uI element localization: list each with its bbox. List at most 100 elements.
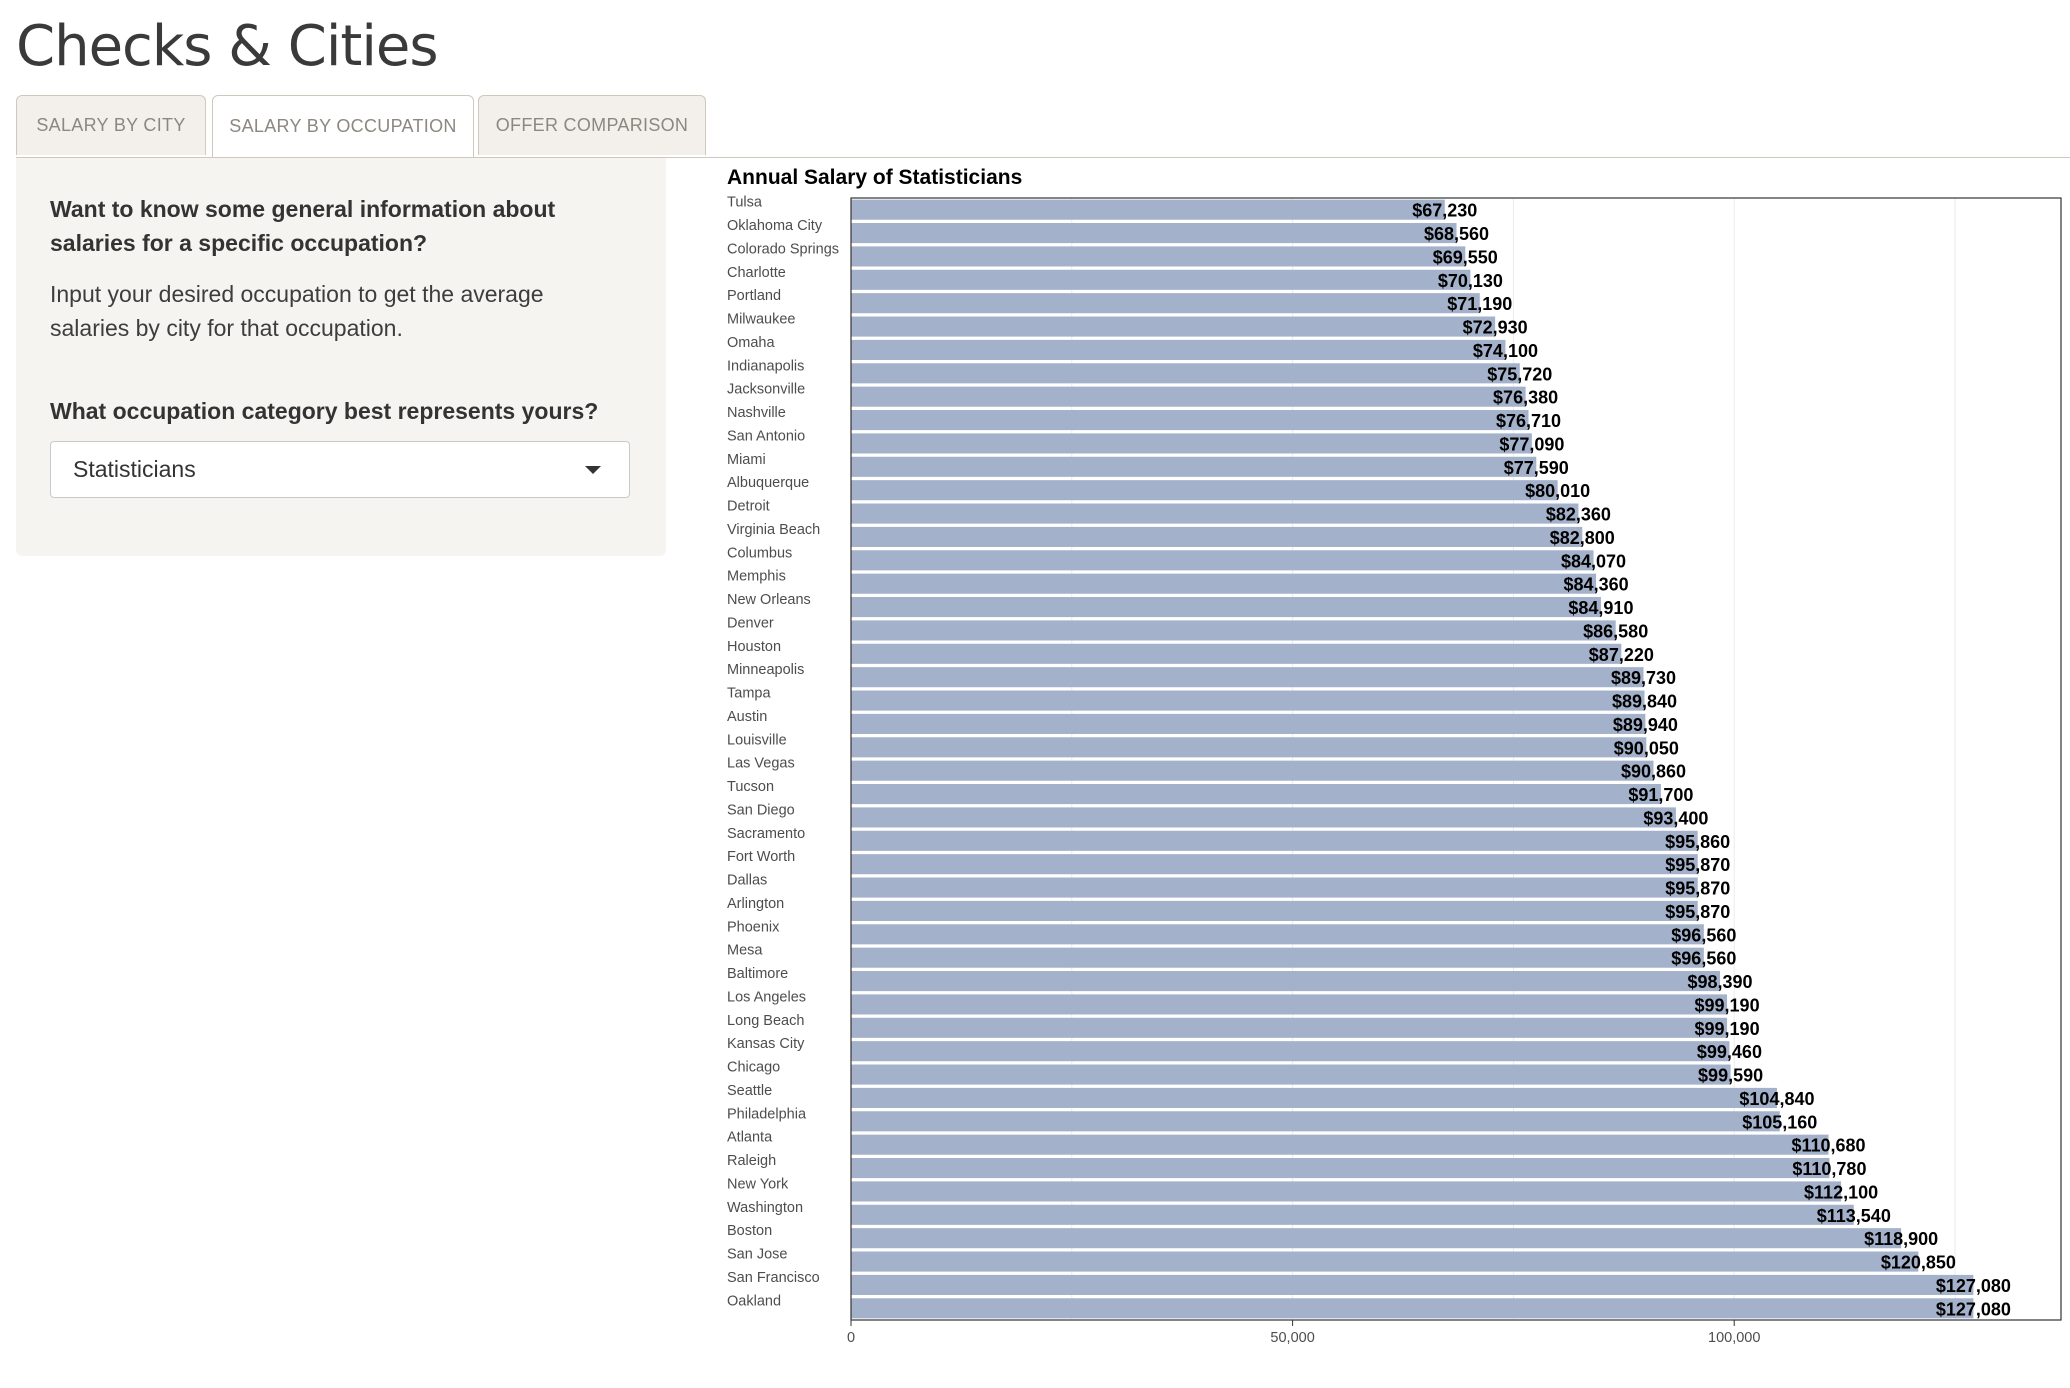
category-label: Washington (727, 1200, 803, 1216)
category-label: Houston (727, 639, 781, 655)
bar (851, 971, 1720, 992)
tab-salary-by-occupation[interactable]: SALARY BY OCCUPATION (212, 95, 474, 157)
category-label: Los Angeles (727, 989, 806, 1005)
category-label: Baltimore (727, 966, 788, 982)
bar-value-label: $84,070 (1561, 551, 1626, 571)
x-tick-label: 100,000 (1708, 1330, 1760, 1346)
chevron-down-icon (585, 466, 601, 474)
bar-value-label: $98,390 (1687, 972, 1752, 992)
bar (851, 760, 1654, 781)
bar (851, 293, 1480, 314)
category-label: Oklahoma City (727, 218, 823, 234)
category-label: Virginia Beach (727, 522, 820, 538)
bar-value-label: $77,090 (1499, 434, 1564, 454)
bar (851, 223, 1457, 244)
category-label: Arlington (727, 896, 784, 912)
category-label: Kansas City (727, 1036, 805, 1052)
category-label: Tucson (727, 779, 774, 795)
category-label: Indianapolis (727, 358, 804, 374)
bar-value-label: $76,380 (1493, 388, 1558, 408)
salary-chart: Annual Salary of Statisticians $67,230 $6… (720, 160, 2070, 1360)
category-label: Detroit (727, 499, 770, 515)
category-label: Minneapolis (727, 662, 804, 678)
bar-value-label: $89,840 (1612, 692, 1677, 712)
bar (851, 1181, 1842, 1202)
bar (851, 1228, 1902, 1249)
category-label: Memphis (727, 569, 786, 585)
bar-value-label: $95,860 (1665, 832, 1730, 852)
bar-value-label: $99,190 (1695, 1019, 1760, 1039)
bar (851, 550, 1594, 571)
bar-value-label: $127,080 (1936, 1299, 2011, 1319)
plot-border (850, 197, 2062, 1321)
bar-value-label: $89,940 (1613, 715, 1678, 735)
salary-chart-svg: Annual Salary of Statisticians $67,230 $6… (727, 166, 2062, 1346)
category-label: Omaha (727, 335, 775, 351)
category-label: Raleigh (727, 1153, 776, 1169)
tab-offer-comparison[interactable]: OFFER COMPARISON (478, 95, 706, 155)
occupation-select[interactable]: Statisticians (50, 441, 630, 498)
bar (851, 1274, 1974, 1295)
bar-value-label: $118,900 (1864, 1229, 1938, 1249)
bar-value-label: $110,680 (1791, 1136, 1865, 1156)
bar (851, 386, 1526, 407)
bar (851, 316, 1496, 337)
category-label: Denver (727, 615, 774, 631)
category-label: Mesa (727, 943, 763, 959)
bar-value-label: $113,540 (1817, 1206, 1891, 1226)
bar (851, 994, 1728, 1015)
category-label: Chicago (727, 1060, 780, 1076)
category-label: Seattle (727, 1083, 772, 1099)
bar-value-label: $82,800 (1550, 528, 1615, 548)
bar-value-label: $127,080 (1936, 1276, 2011, 1296)
bar (851, 1087, 1777, 1108)
bar (851, 1158, 1830, 1179)
category-label: San Jose (727, 1247, 787, 1263)
bar-value-label: $95,870 (1665, 879, 1730, 899)
bar-value-label: $96,560 (1671, 949, 1736, 969)
bar-value-label: $93,400 (1643, 808, 1708, 828)
bar (851, 784, 1661, 805)
bar-value-label: $82,360 (1546, 505, 1611, 525)
bar (851, 667, 1644, 688)
category-label: New York (727, 1176, 789, 1192)
bar (851, 246, 1466, 267)
bar (851, 199, 1445, 220)
bar (851, 690, 1645, 711)
bar-value-label: $91,700 (1628, 785, 1693, 805)
bar (851, 1298, 1974, 1319)
tab-bar: SALARY BY CITY SALARY BY OCCUPATION OFFE… (16, 95, 2070, 158)
category-label: San Diego (727, 802, 795, 818)
bar-value-label: $68,560 (1424, 224, 1489, 244)
bar (851, 456, 1537, 477)
category-label: Albuquerque (727, 475, 809, 491)
category-label: Sacramento (727, 826, 805, 842)
bar (851, 573, 1597, 594)
category-label: San Francisco (727, 1270, 820, 1286)
category-label: Louisville (727, 732, 787, 748)
category-label: Dallas (727, 873, 767, 889)
bar (851, 830, 1698, 851)
occupation-select-label: What occupation category best represents… (50, 398, 599, 424)
bar-value-label: $84,360 (1564, 575, 1629, 595)
tab-salary-by-city[interactable]: SALARY BY CITY (16, 95, 206, 155)
category-label: Colorado Springs (727, 241, 839, 257)
bar-value-label: $99,590 (1698, 1066, 1763, 1086)
bar-value-label: $72,930 (1463, 318, 1528, 338)
bar-value-label: $74,100 (1473, 341, 1538, 361)
chart-title: Annual Salary of Statisticians (727, 166, 1022, 189)
x-tick-label: 50,000 (1270, 1330, 1314, 1346)
bar-value-label: $112,100 (1804, 1182, 1878, 1202)
bar (851, 433, 1532, 454)
bar (851, 643, 1622, 664)
bar (851, 877, 1698, 898)
x-tick-label: 0 (847, 1330, 855, 1346)
category-label: Charlotte (727, 265, 786, 281)
occupation-select-value: Statisticians (73, 456, 196, 482)
bar-value-label: $77,590 (1504, 458, 1569, 478)
bar (851, 1017, 1728, 1038)
bar-value-label: $80,010 (1525, 481, 1590, 501)
bar (851, 1064, 1731, 1085)
bar (851, 597, 1601, 618)
bar (851, 620, 1616, 641)
